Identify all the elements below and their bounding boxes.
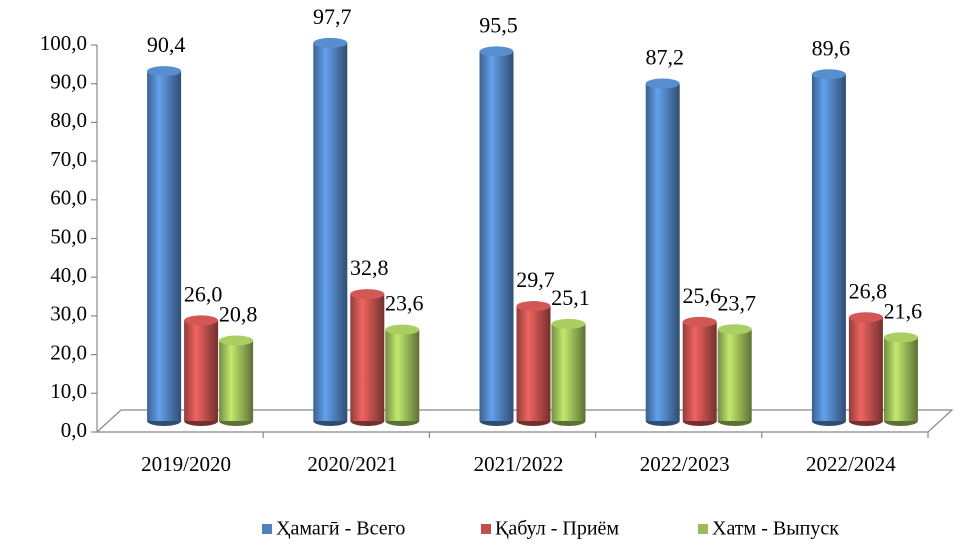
bar-body	[385, 329, 420, 421]
bar	[883, 332, 918, 426]
bar	[184, 315, 219, 426]
y-tick-label: 80,0	[50, 108, 87, 132]
bar	[717, 324, 752, 426]
bar-body	[479, 51, 514, 421]
x-tick-label: 2019/2020	[141, 452, 231, 476]
value-label: 23,7	[717, 290, 756, 315]
y-tick-label: 20,0	[50, 340, 87, 364]
bar-top	[479, 46, 514, 57]
legend-swatch	[698, 524, 708, 534]
value-label: 20,8	[219, 302, 258, 327]
bar	[848, 312, 883, 426]
bar-body	[717, 329, 752, 421]
y-tick-label: 40,0	[50, 263, 87, 287]
value-label: 32,8	[350, 255, 389, 280]
bar-top	[219, 335, 254, 346]
value-label: 89,6	[812, 35, 851, 60]
legend-swatch	[262, 524, 272, 534]
bar-body	[219, 340, 254, 421]
bar-body	[682, 321, 717, 421]
bar	[682, 316, 717, 426]
y-tick-label: 50,0	[50, 224, 87, 248]
bar-body	[184, 320, 219, 421]
bar	[385, 324, 420, 426]
bar-body	[313, 42, 348, 421]
y-tick-label: 60,0	[50, 186, 87, 210]
x-tick-label: 2022/2024	[806, 452, 896, 476]
bar-body	[516, 306, 551, 421]
bar-body	[645, 83, 680, 421]
bar	[313, 37, 348, 426]
bar-top	[848, 312, 883, 323]
bar	[645, 78, 680, 426]
bar-top	[883, 332, 918, 343]
bar-top	[811, 69, 846, 80]
bar	[551, 318, 586, 426]
bar	[350, 289, 385, 426]
value-label: 25,6	[682, 283, 721, 308]
bar	[479, 46, 514, 426]
legend-label: Ҳамагӣ - Всего	[276, 518, 405, 540]
bar	[811, 69, 846, 426]
y-tick-label: 100,0	[40, 31, 87, 55]
y-tick-label: 10,0	[50, 379, 87, 403]
value-label: 95,5	[479, 12, 518, 37]
value-label: 23,6	[385, 291, 424, 316]
legend-swatch	[481, 524, 491, 534]
bar-body	[147, 71, 182, 421]
bar-top	[184, 315, 219, 326]
bar-top	[516, 301, 551, 312]
bar-top	[313, 37, 348, 48]
bar-top	[350, 289, 385, 300]
bar-top	[717, 324, 752, 335]
legend-label: Хатм - Выпуск	[712, 518, 839, 540]
bar	[219, 335, 254, 426]
bar-body	[811, 74, 846, 422]
bar-top	[645, 78, 680, 89]
x-tick-label: 2022/2023	[640, 452, 730, 476]
bar-body	[551, 323, 586, 421]
bar-top	[147, 66, 182, 77]
value-label: 90,4	[147, 32, 186, 57]
value-label: 26,8	[849, 278, 888, 303]
value-label: 29,7	[516, 267, 555, 292]
legend-label: Қабул - Приём	[495, 518, 619, 540]
bar	[147, 66, 182, 426]
value-label: 97,7	[313, 4, 352, 29]
y-tick-label: 70,0	[50, 147, 87, 171]
bar-body	[848, 317, 883, 421]
y-tick-label: 30,0	[50, 302, 87, 326]
bar	[516, 301, 551, 426]
value-label: 87,2	[645, 45, 684, 70]
bar-body	[883, 337, 918, 421]
value-label: 25,1	[551, 285, 590, 310]
bar-top	[551, 318, 586, 329]
bar-top	[385, 324, 420, 335]
y-tick-label: 0,0	[61, 418, 87, 442]
bar-body	[350, 294, 385, 421]
y-tick-label: 90,0	[50, 70, 87, 94]
value-label: 21,6	[884, 298, 923, 323]
value-label: 26,0	[184, 281, 223, 306]
x-tick-label: 2020/2021	[307, 452, 397, 476]
bar-top	[682, 316, 717, 327]
x-tick-label: 2021/2022	[474, 452, 564, 476]
